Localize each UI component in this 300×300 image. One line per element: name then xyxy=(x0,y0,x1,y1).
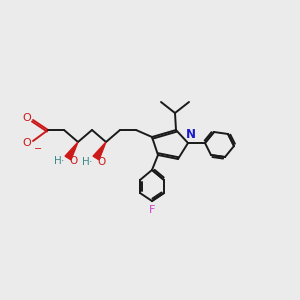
Text: N: N xyxy=(186,128,196,142)
Text: O: O xyxy=(22,113,32,123)
Text: F: F xyxy=(149,205,155,215)
Polygon shape xyxy=(65,142,78,160)
Text: ·: · xyxy=(61,156,65,166)
Text: O: O xyxy=(69,156,77,166)
Polygon shape xyxy=(93,142,106,160)
Text: H: H xyxy=(82,157,90,167)
Text: −: − xyxy=(34,144,42,154)
Text: ·: · xyxy=(89,157,93,167)
Text: H: H xyxy=(54,156,62,166)
Text: O: O xyxy=(97,157,105,167)
Text: O: O xyxy=(22,138,32,148)
